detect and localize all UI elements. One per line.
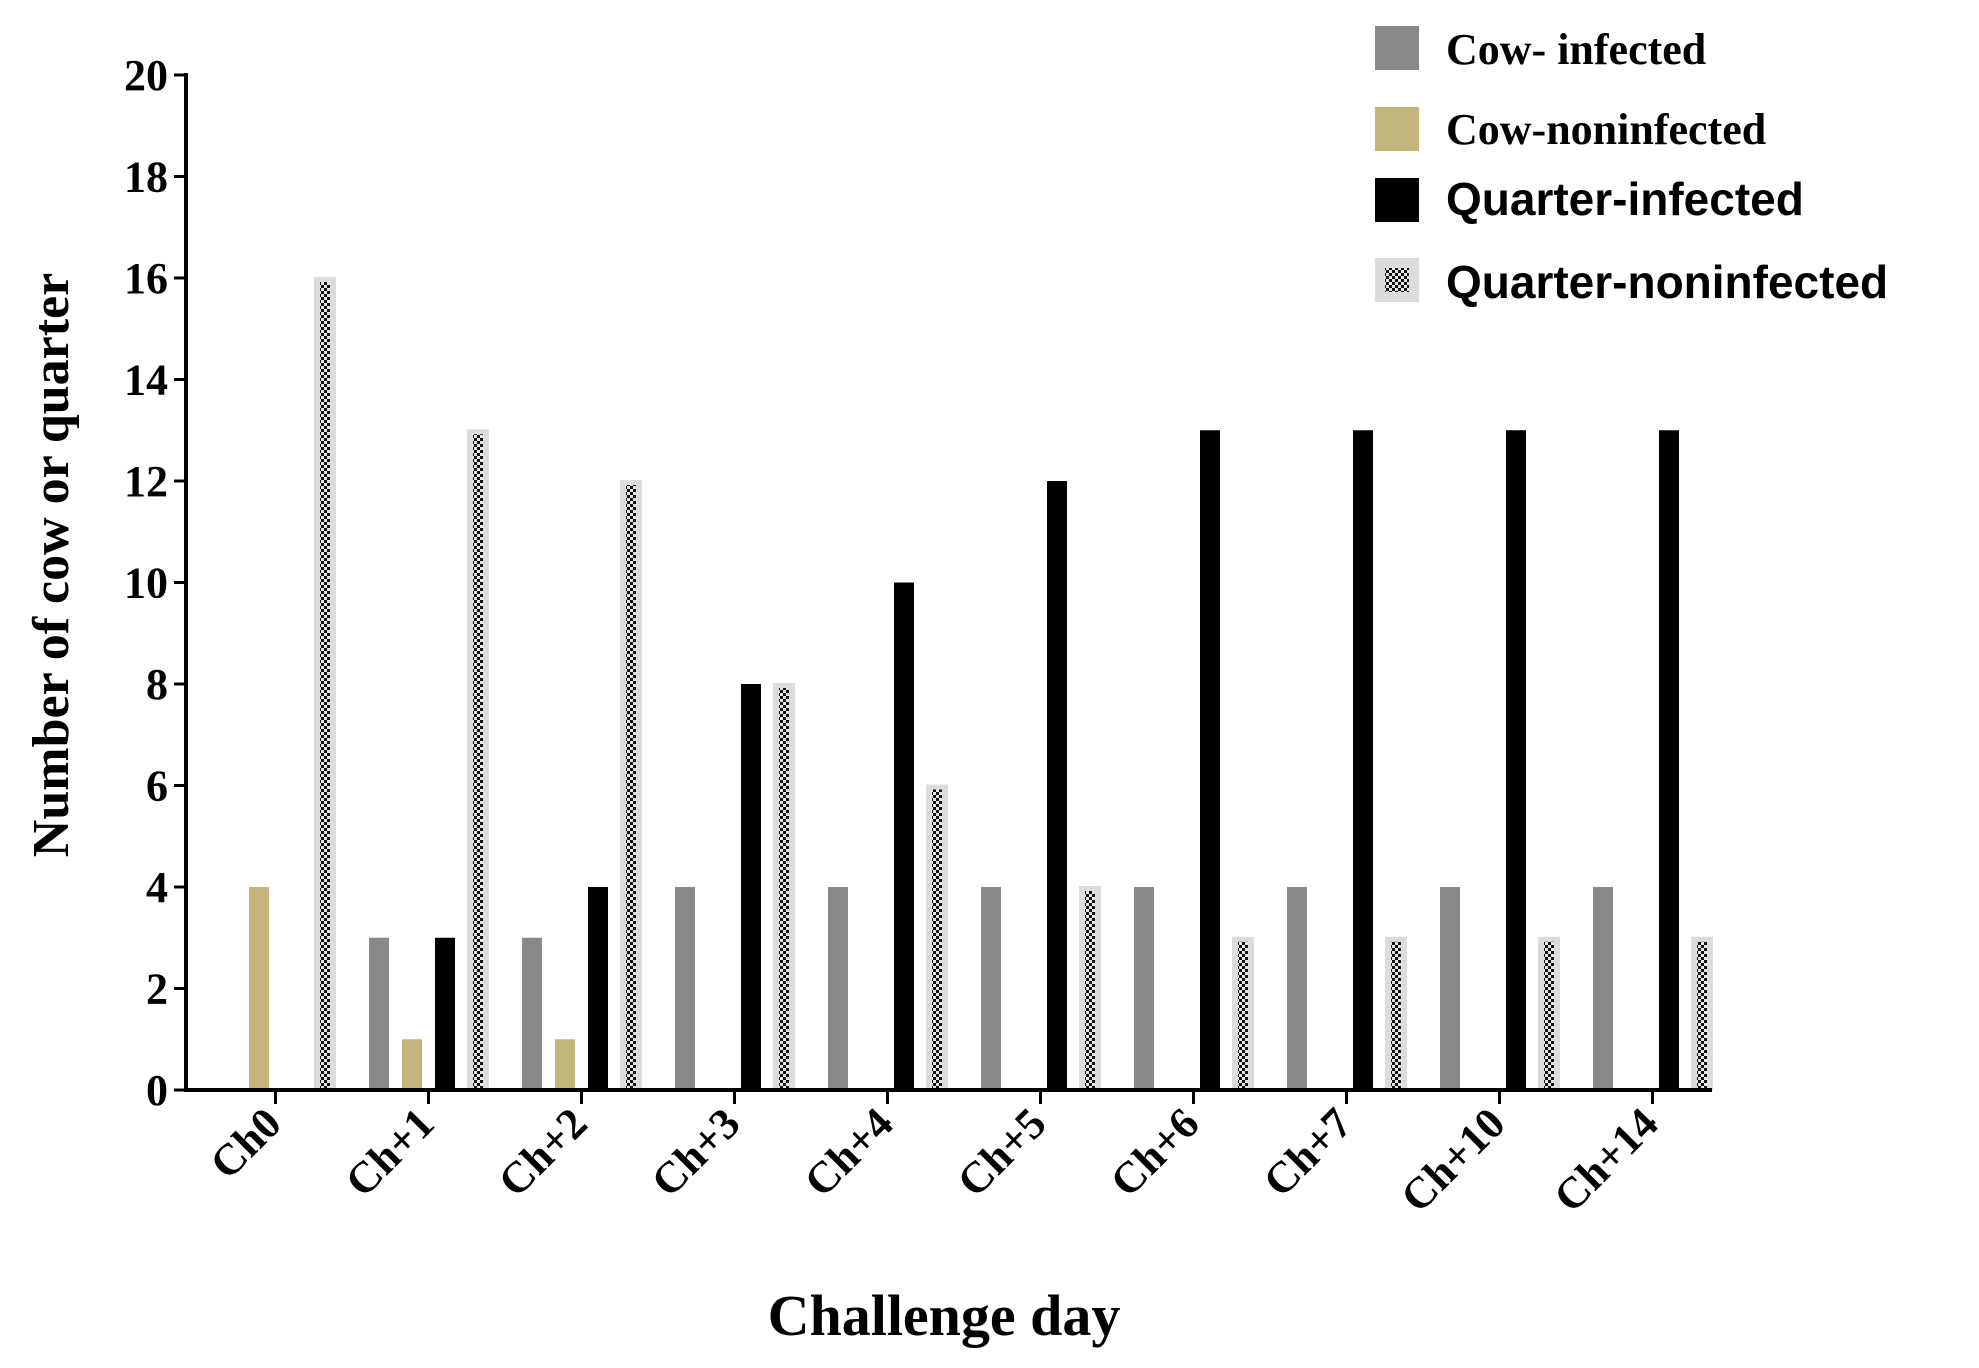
- bar-quarter-infected: [741, 684, 761, 1090]
- y-tick-label: 12: [124, 457, 168, 506]
- bar-quarter-noninfected: [1238, 941, 1248, 1090]
- y-axis-label: Number of cow or quarter: [23, 273, 80, 857]
- bar-cow-infected: [1593, 887, 1613, 1090]
- legend-swatch: [1375, 107, 1419, 151]
- bar-quarter-noninfected: [932, 789, 942, 1090]
- bar-quarter-noninfected: [626, 485, 636, 1090]
- y-tick-label: 20: [124, 51, 168, 100]
- bar-quarter-noninfected: [1544, 941, 1554, 1090]
- bar-quarter-infected: [1659, 430, 1679, 1090]
- legend-swatch: [1375, 178, 1419, 222]
- y-tick-label: 18: [124, 153, 168, 202]
- bar-cow-noninfected: [249, 887, 269, 1090]
- x-tick-label: Ch+3: [642, 1098, 750, 1206]
- bar-cow-noninfected: [402, 1039, 422, 1090]
- bar-cow-infected: [828, 887, 848, 1090]
- y-tick-label: 6: [146, 762, 168, 811]
- legend-label: Quarter-infected: [1446, 173, 1804, 225]
- bar-quarter-noninfected: [1085, 891, 1095, 1090]
- x-tick-label: Ch+10: [1391, 1098, 1514, 1221]
- y-tick-label: 16: [124, 254, 168, 303]
- x-tick-label: Ch+4: [795, 1098, 903, 1206]
- legend: Cow- infected Cow-noninfected Quarter-infe…: [1375, 25, 1888, 308]
- y-tick-label: 2: [146, 965, 168, 1014]
- x-tick-label: Ch+2: [489, 1098, 597, 1206]
- bar-quarter-noninfected: [1391, 941, 1401, 1090]
- x-tick-label: Ch0: [201, 1098, 291, 1188]
- x-tick-label: Ch+5: [948, 1098, 1056, 1206]
- bars: [249, 277, 1713, 1090]
- bar-quarter-infected: [894, 582, 914, 1090]
- bar-cow-infected: [522, 937, 542, 1090]
- legend-swatch: [1375, 26, 1419, 70]
- x-tick-label: Ch+6: [1101, 1098, 1209, 1206]
- bar-quarter-noninfected: [320, 282, 330, 1090]
- bar-quarter-infected: [1047, 481, 1067, 1090]
- bar-quarter-infected: [1200, 430, 1220, 1090]
- legend-label: Quarter-noninfected: [1446, 256, 1888, 308]
- legend-label: Cow-noninfected: [1446, 105, 1766, 154]
- y-tick-label: 8: [146, 660, 168, 709]
- bar-cow-infected: [675, 887, 695, 1090]
- bar-quarter-noninfected: [473, 434, 483, 1090]
- bar-cow-infected: [1134, 887, 1154, 1090]
- bar-cow-infected: [1440, 887, 1460, 1090]
- legend-label: Cow- infected: [1446, 25, 1706, 74]
- bar-quarter-noninfected: [779, 688, 789, 1090]
- bar-cow-infected: [369, 937, 389, 1090]
- bar-quarter-noninfected: [1697, 941, 1707, 1090]
- y-tick-label: 14: [124, 356, 168, 405]
- bar-quarter-infected: [1506, 430, 1526, 1090]
- bar-cow-infected: [981, 887, 1001, 1090]
- axes: [184, 73, 1712, 1092]
- x-axis-label: Challenge day: [768, 1283, 1121, 1348]
- y-tick-label: 10: [124, 559, 168, 608]
- legend-swatch-pattern: [1385, 268, 1409, 292]
- y-axis-ticks: 0 2 4 6 8 10 12 14 16 18 20: [124, 51, 186, 1115]
- bar-quarter-infected: [1353, 430, 1373, 1090]
- y-tick-label: 0: [146, 1066, 168, 1115]
- bar-quarter-infected: [435, 937, 455, 1090]
- x-axis-ticks: Ch0 Ch+1 Ch+2 Ch+3 Ch+4 Ch+5 Ch+6 Ch+7 Ch+10 Ch+1…: [201, 1090, 1668, 1222]
- x-tick-label: Ch+7: [1254, 1098, 1362, 1206]
- bar-cow-noninfected: [555, 1039, 575, 1090]
- bar-quarter-infected: [588, 887, 608, 1090]
- y-tick-label: 4: [146, 863, 168, 912]
- x-tick-label: Ch+14: [1544, 1098, 1667, 1221]
- x-tick-label: Ch+1: [336, 1098, 444, 1206]
- bar-cow-infected: [1287, 887, 1307, 1090]
